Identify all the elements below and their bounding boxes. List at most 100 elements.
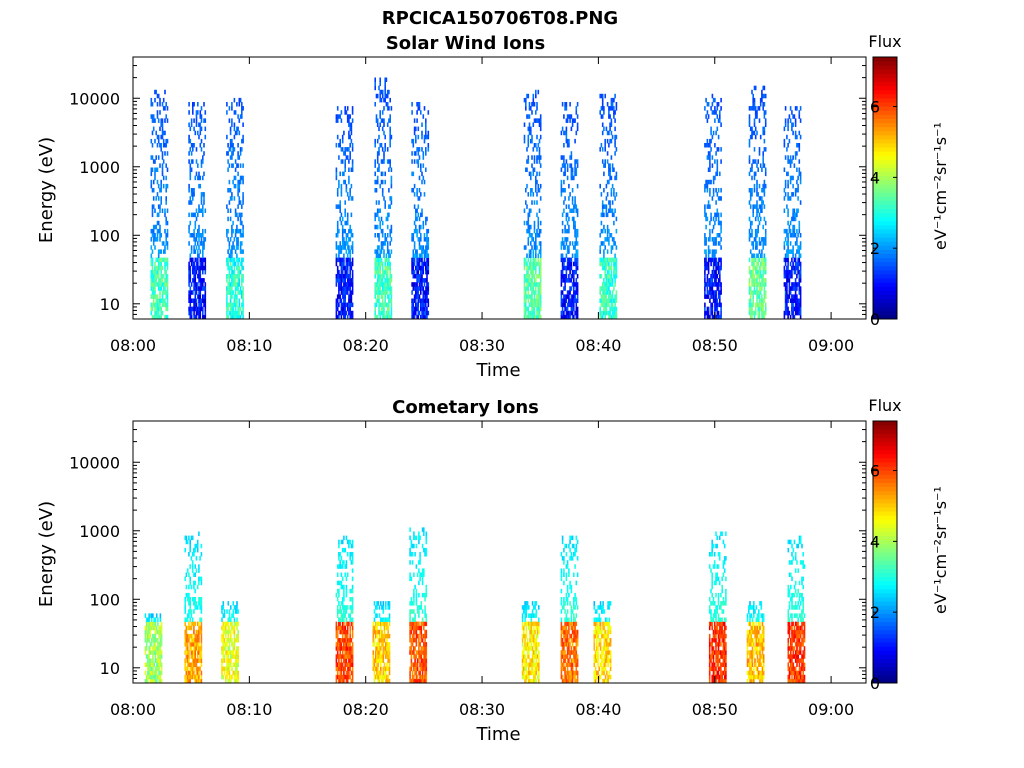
data-cell [749,286,752,291]
data-cell [158,654,160,659]
data-cell [199,576,201,582]
data-cell [345,617,348,622]
data-cell [348,257,350,263]
data-cell [417,265,420,271]
data-cell [535,249,537,254]
data-cell [348,167,350,172]
data-cell [794,122,797,127]
data-cell [234,621,237,627]
data-cell [199,678,201,684]
data-cell [155,310,157,316]
data-cell [227,257,229,263]
data-cell [338,592,340,598]
data-cell [425,130,427,136]
data-cell [194,662,196,667]
data-cell [351,666,354,672]
data-cell [566,302,569,308]
data-cell [425,310,427,316]
data-cell [615,245,618,250]
data-cell [704,257,706,263]
data-cell [720,282,722,287]
data-cell [338,646,340,651]
data-cell [531,233,533,238]
data-cell [712,294,715,299]
colorbar-segment [873,102,897,107]
data-cell [798,147,801,152]
data-cell [165,261,167,267]
data-cell [600,192,603,197]
data-cell [236,245,238,250]
data-cell [374,294,376,299]
data-cell [234,658,237,663]
data-cell [536,228,538,234]
data-cell [185,650,188,655]
data-cell [528,114,531,119]
data-cell [415,310,417,316]
data-cell [189,298,192,303]
data-cell [603,298,605,303]
data-cell [339,621,341,627]
data-cell [343,670,345,676]
data-cell [154,638,157,643]
data-cell [536,106,538,111]
data-cell [715,216,717,222]
data-cell [574,204,576,209]
data-cell [711,102,714,107]
data-cell [236,241,238,246]
data-cell [710,274,712,279]
data-cell [528,130,531,136]
data-cell [533,278,536,283]
data-cell [237,151,239,156]
data-cell [606,278,609,283]
data-cell [527,134,530,140]
data-cell [526,114,528,119]
data-cell [350,543,353,549]
data-cell [199,646,201,651]
data-cell [165,306,167,312]
data-cell [192,265,194,271]
data-cell [533,143,536,148]
data-cell [188,134,190,140]
data-cell [238,188,241,193]
data-cell [754,106,757,111]
data-cell [237,171,239,177]
data-cell [571,302,574,308]
data-cell [756,163,758,168]
data-cell [418,261,421,267]
data-cell [226,261,228,267]
data-cell [569,241,571,246]
data-cell [787,220,789,226]
data-cell [422,265,425,271]
data-cell [193,302,195,308]
data-cell [561,237,564,242]
data-cell [228,658,231,663]
data-cell [599,274,601,279]
data-cell [759,286,762,291]
data-cell [166,290,169,295]
data-cell [236,601,238,606]
data-cell [338,183,340,189]
data-cell [532,265,535,271]
data-cell [194,306,197,312]
data-cell [706,102,709,107]
data-cell [421,253,423,258]
data-cell [712,282,715,287]
data-cell [228,269,231,275]
data-cell [202,269,204,275]
data-cell [204,110,207,115]
colorbar-segment [873,118,897,123]
data-cell [226,274,228,279]
data-cell [343,666,345,672]
data-cell [614,118,616,123]
data-cell [236,102,238,107]
data-cell [565,212,568,218]
data-cell [390,306,393,312]
data-cell [762,200,764,205]
data-cell [712,216,715,222]
data-cell [385,257,388,263]
data-cell [350,650,353,655]
data-cell [199,556,201,561]
data-cell [417,134,420,140]
data-cell [710,286,712,291]
data-cell [341,257,344,263]
